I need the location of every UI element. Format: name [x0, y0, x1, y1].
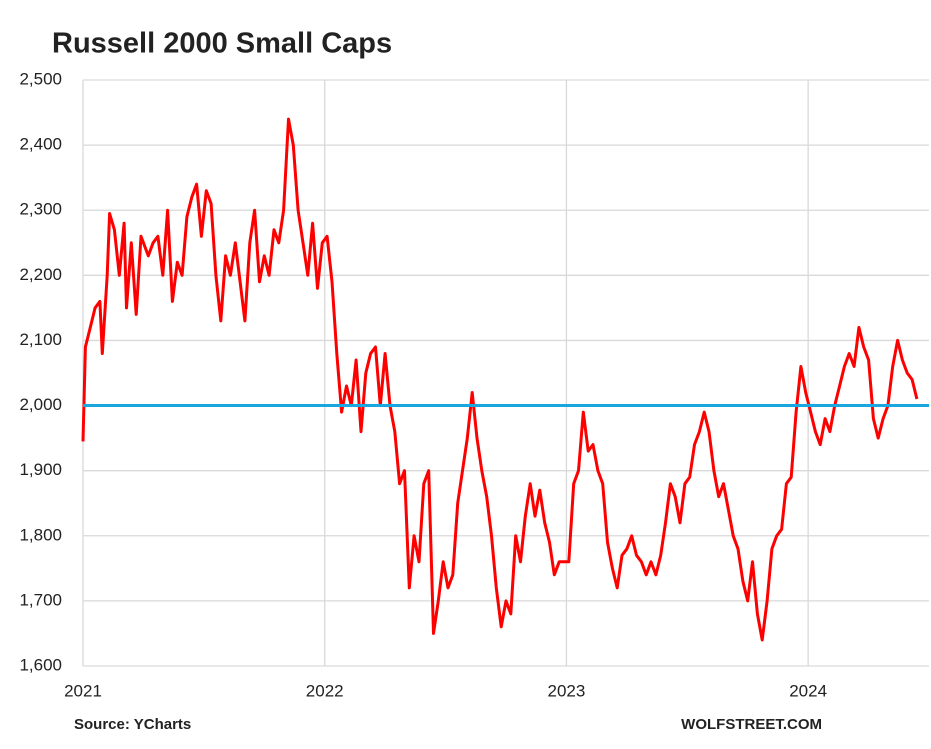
y-tick-label: 2,200 — [19, 265, 62, 284]
credit: WOLFSTREET.COM — [681, 716, 822, 733]
source-note: Source: YCharts — [74, 716, 191, 733]
y-tick-label: 1,700 — [19, 590, 62, 609]
y-tick-label: 2,400 — [19, 135, 62, 154]
y-tick-label: 2,100 — [19, 330, 62, 349]
y-tick-label: 2,300 — [19, 200, 62, 219]
y-tick-label: 1,800 — [19, 525, 62, 544]
y-tick-label: 2,500 — [19, 69, 62, 88]
x-tick-label: 2024 — [789, 681, 827, 700]
x-tick-label: 2022 — [306, 681, 344, 700]
y-tick-label: 1,900 — [19, 460, 62, 479]
data-line — [81, 117, 919, 642]
y-tick-label: 1,600 — [19, 655, 62, 674]
x-tick-label: 2023 — [548, 681, 586, 700]
x-tick-label: 2021 — [64, 681, 102, 700]
y-tick-label: 2,000 — [19, 395, 62, 414]
chart-title: Russell 2000 Small Caps — [52, 28, 392, 60]
